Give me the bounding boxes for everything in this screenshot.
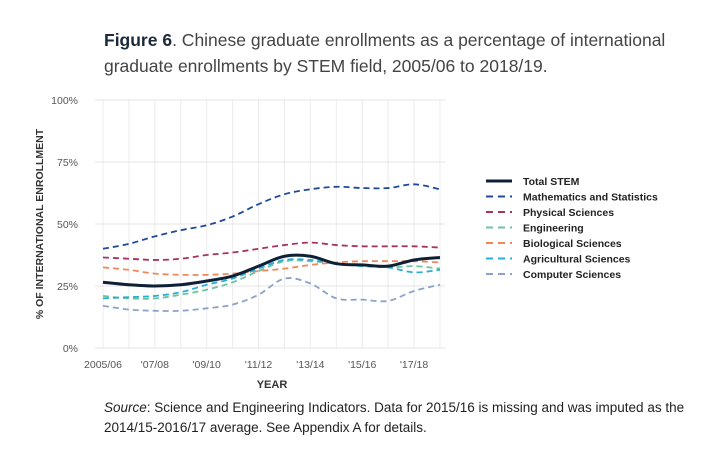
series-line-physical-sciences bbox=[102, 241, 441, 261]
series-line-mathematics-and-statistics bbox=[102, 183, 441, 250]
y-tick-label: 25% bbox=[57, 281, 78, 293]
series-line-biological-sciences bbox=[102, 260, 441, 276]
legend-label-agricultural-sciences: Agricultural Sciences bbox=[523, 254, 631, 266]
figure-label: Figure 6 bbox=[104, 30, 173, 50]
series-line-computer-sciences bbox=[102, 277, 441, 312]
legend-label-computer-sciences: Computer Sciences bbox=[523, 269, 621, 281]
x-tick-label: '15/16 bbox=[348, 359, 376, 371]
figure-title: Figure 6. Chinese graduate enrollments a… bbox=[104, 27, 684, 79]
y-tick-label: 100% bbox=[51, 95, 78, 107]
series-line-agricultural-sciences bbox=[102, 258, 441, 300]
x-tick-label: '09/10 bbox=[193, 359, 221, 371]
source-label: Source bbox=[104, 400, 147, 415]
x-axis-ticks: 2005/06 '07/08 '09/10 '11/12 '13/14 '15/16 '17… bbox=[84, 359, 428, 371]
series-line-engineering bbox=[102, 259, 441, 300]
x-axis-label: YEAR bbox=[257, 379, 288, 391]
x-tick-label: '17/18 bbox=[400, 359, 428, 371]
chart-legend: Total STEM Mathematics and Statistics Phys… bbox=[486, 176, 658, 281]
x-tick-label: 2005/06 bbox=[84, 359, 122, 371]
legend-label-physical-sciences: Physical Sciences bbox=[523, 207, 614, 219]
figure-title-text: . Chinese graduate enrollments as a perc… bbox=[104, 30, 666, 76]
y-tick-label: 50% bbox=[57, 219, 78, 231]
legend-label-engineering: Engineering bbox=[523, 223, 584, 235]
y-axis-label: % OF INTERNATIONAL ENROLLMENT bbox=[34, 128, 46, 319]
y-tick-label: 0% bbox=[63, 343, 78, 355]
source-text: : Science and Engineering Indicators. Da… bbox=[104, 400, 685, 435]
x-tick-label: '13/14 bbox=[296, 359, 324, 371]
legend-label-total-stem: Total STEM bbox=[523, 176, 580, 188]
legend-label-biological-sciences: Biological Sciences bbox=[523, 238, 622, 250]
series-line-total-stem bbox=[102, 253, 441, 288]
legend-label-mathematics-and-statistics: Mathematics and Statistics bbox=[523, 192, 658, 204]
chart-series bbox=[102, 183, 441, 312]
source-note: Source: Science and Engineering Indicato… bbox=[104, 398, 694, 438]
x-tick-label: '11/12 bbox=[245, 359, 273, 371]
chart-grid bbox=[95, 99, 445, 349]
x-tick-label: '07/08 bbox=[141, 359, 169, 371]
y-tick-label: 75% bbox=[57, 157, 78, 169]
y-axis-ticks: 0% 25% 50% 75% 100% bbox=[51, 95, 78, 355]
